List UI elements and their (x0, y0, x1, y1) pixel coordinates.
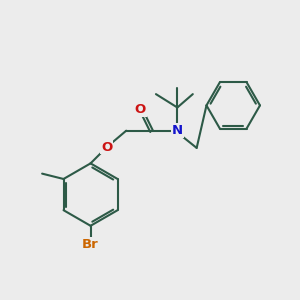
Text: O: O (135, 103, 146, 116)
Text: N: N (172, 124, 183, 137)
Text: O: O (101, 140, 112, 154)
Text: Br: Br (82, 238, 99, 251)
